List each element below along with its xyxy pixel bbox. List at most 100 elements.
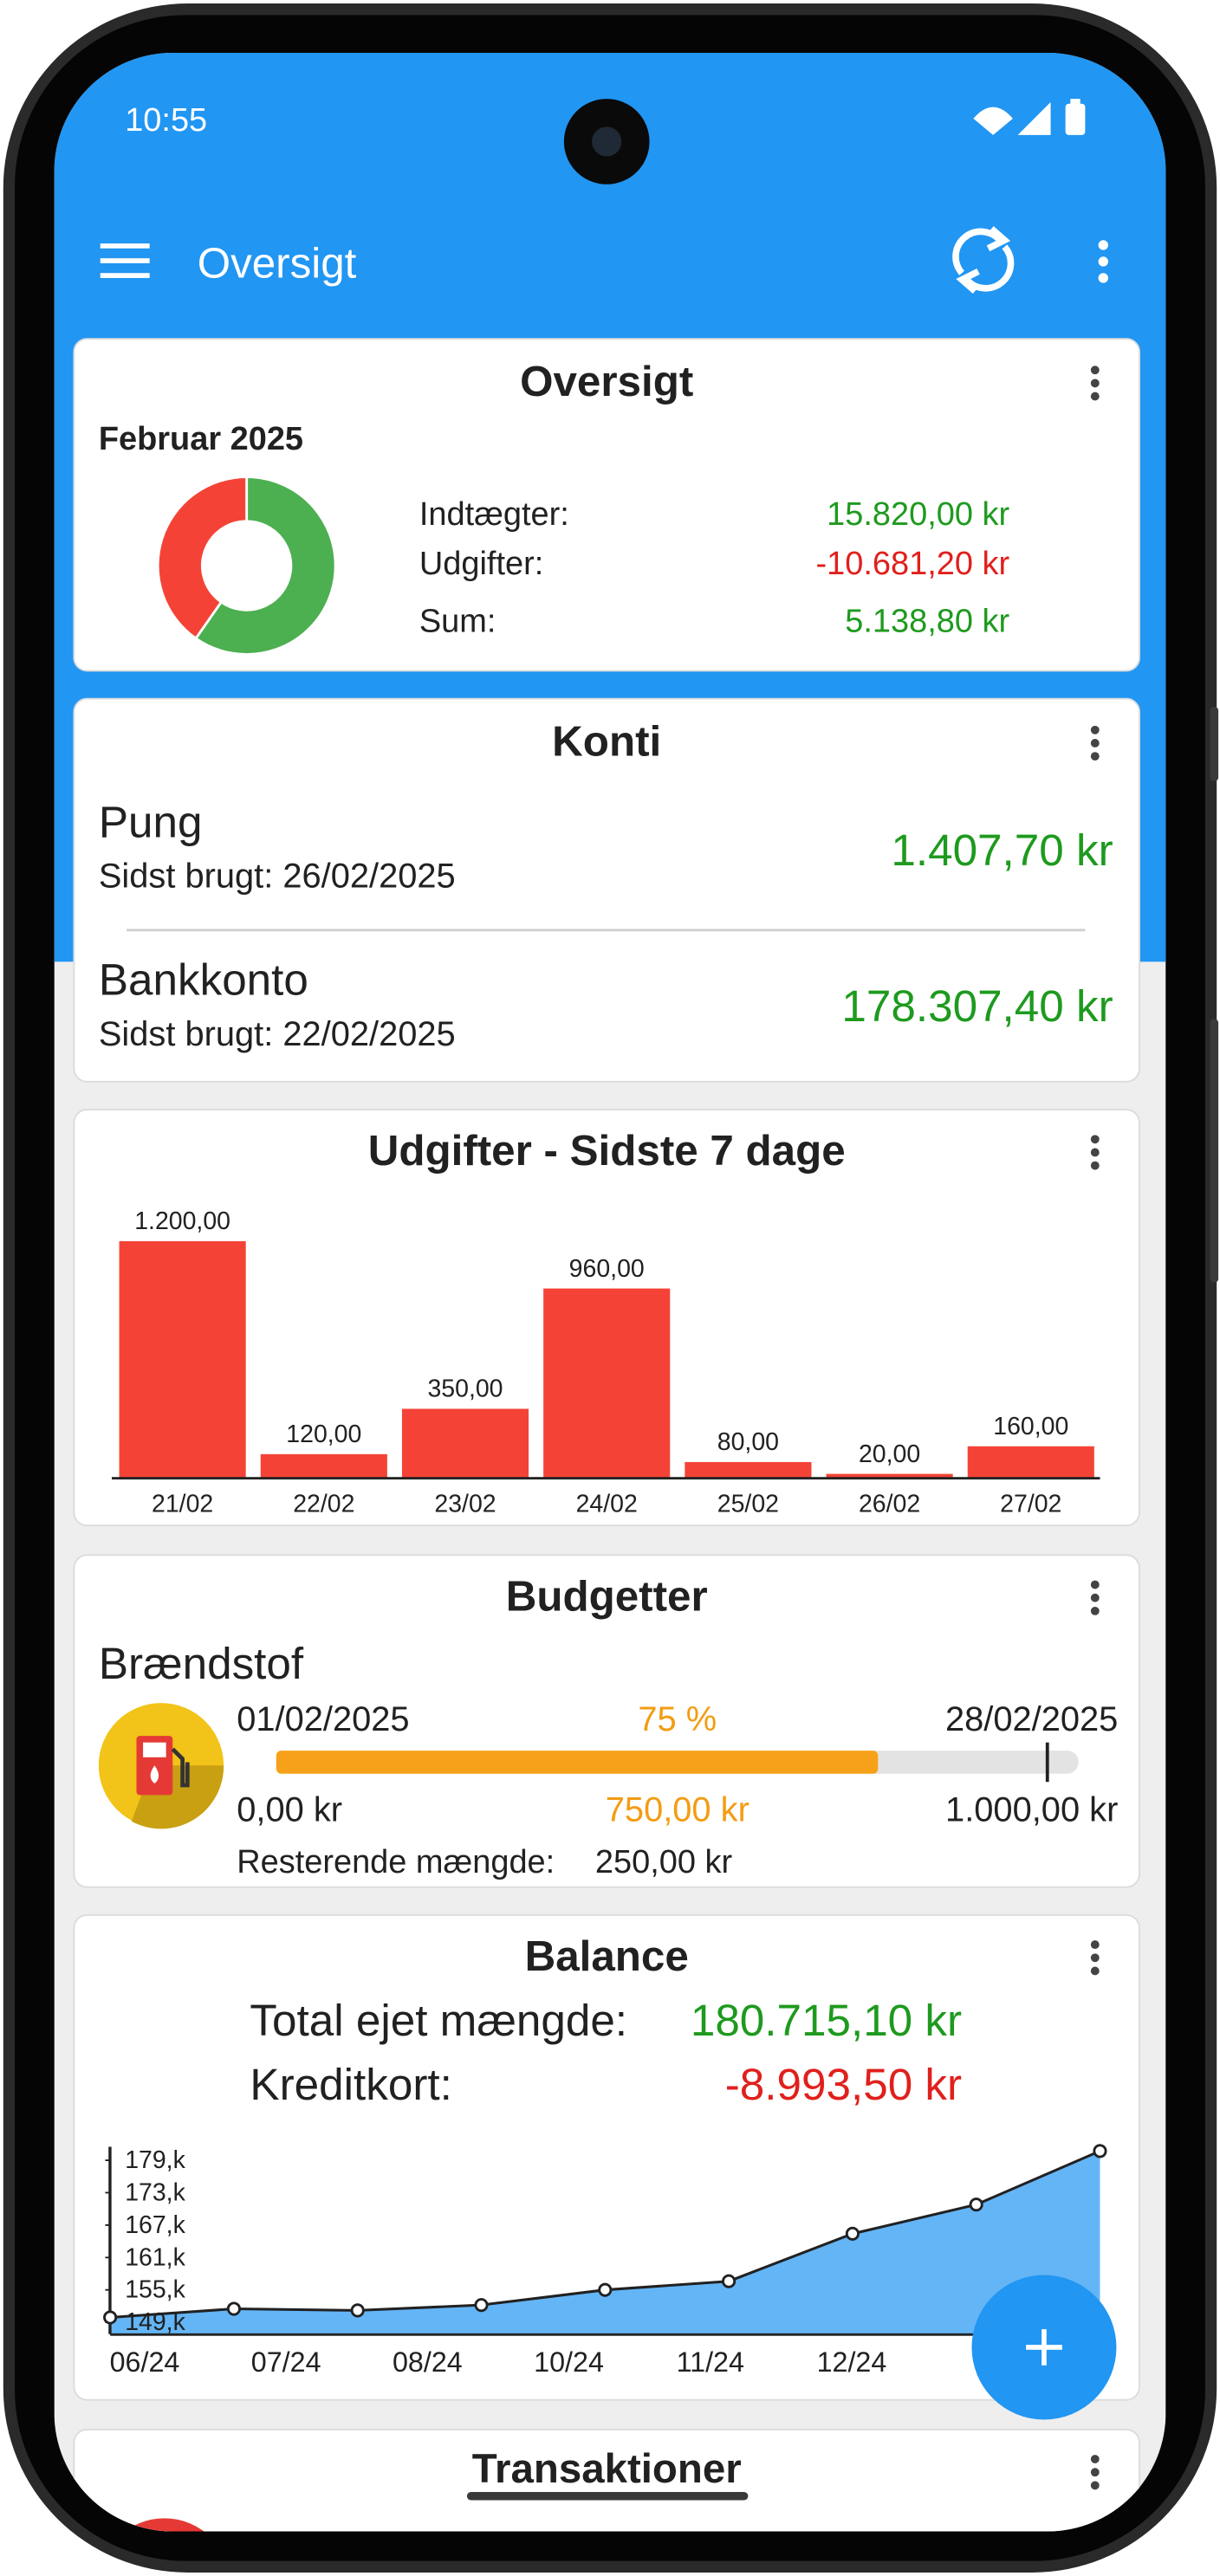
balance-point [226,2301,241,2316]
value-label: 160,00 [993,1413,1068,1440]
dot [1098,256,1108,267]
card-menu-button[interactable] [1090,2455,1100,2490]
x-tick-label: 11/24 [677,2346,744,2378]
sync-button[interactable] [952,226,1015,294]
x-tick-label: 25/02 [717,1491,779,1518]
row-value: -10.681,20 kr [816,546,1010,582]
account-balance: 178.307,40 kr [841,981,1113,1031]
menu-button[interactable] [100,243,150,278]
x-axis [110,2333,1100,2336]
x-tick-label: 12/24 [817,2346,887,2378]
app-title: Oversigt [198,239,357,287]
y-axis [108,2146,112,2334]
budget-spent: 750,00 kr [606,1790,750,1828]
x-tick-label: 21/02 [152,1491,213,1518]
account-name: Bankkonto [99,955,308,1005]
balance-point [103,2310,118,2325]
balance-area [110,2151,1100,2334]
add-button[interactable] [971,2275,1117,2420]
donut-chart [156,476,337,656]
row-label: Indtægter: [419,496,569,533]
card-title: Budgetter [506,1572,708,1620]
bar [967,1446,1094,1479]
card-title: Oversigt [520,358,693,405]
value-label: 1.200,00 [134,1207,230,1235]
sync-arc [964,244,1015,292]
balance-point [845,2226,860,2241]
bar [119,1240,246,1479]
budget-card [73,1554,1140,1888]
y-tick-label: 173,k [125,2178,185,2206]
account-last-used: Sidst brugt: 26/02/2025 [99,858,456,896]
balance-point [722,2274,737,2288]
camera-lens [592,126,622,157]
account-name: Pung [99,798,203,847]
side-button [1210,1019,1219,1283]
x-tick-label: 26/02 [859,1491,920,1518]
balance-point [969,2197,983,2212]
value-label: 80,00 [717,1428,779,1456]
progress [276,1751,879,1774]
card-menu-button[interactable] [1090,366,1100,401]
row-label: Udgifter: [419,546,543,582]
x-axis [112,1477,1100,1480]
budget-min: 0,00 kr [237,1790,342,1828]
row-label: Sum: [419,604,496,640]
fuel-icon [98,1703,224,1829]
value-label: 350,00 [427,1375,503,1403]
card-menu-button[interactable] [1090,1580,1100,1615]
x-tick-label: 27/02 [1000,1491,1061,1518]
value-label: 20,00 [859,1440,920,1468]
account-row[interactable]: Bankkonto Sidst brugt: 22/02/2025 178.30… [99,955,1113,1053]
status-time: 10:55 [125,102,207,139]
menu-line [100,273,150,278]
x-tick-label: 06/24 [110,2346,180,2378]
card-title: Udgifter - Sidste 7 dage [368,1127,846,1175]
sync-arrow [986,226,1011,252]
balance-point [474,2298,489,2313]
account-row[interactable]: Pung Sidst brugt: 26/02/2025 1.407,70 kr [99,798,1113,896]
wifi-icon [973,107,1013,135]
fab-plus [1042,2329,1047,2366]
x-tick-label: 10/24 [534,2346,604,2378]
value-label: 960,00 [569,1255,645,1283]
budget-end: 28/02/2025 [945,1700,1118,1738]
row-value: 15.820,00 kr [827,496,1009,533]
today-marker [1045,1742,1049,1783]
card-menu-button[interactable] [1090,1135,1100,1170]
card-title: Balance [525,1932,689,1980]
total-label: Total ejet mængde: [250,1996,627,2045]
side-button [1210,707,1219,781]
balance-point [598,2282,613,2297]
balance-point [1093,2144,1107,2159]
dot [1098,273,1108,283]
value-label: 120,00 [286,1421,361,1448]
overflow-button[interactable] [1098,240,1108,283]
account-last-used: Sidst brugt: 22/02/2025 [99,1015,456,1053]
y-tick-label: 149,k [125,2308,185,2336]
battery-icon [1065,103,1086,135]
total-value: 180.715,10 kr [691,1996,962,2045]
row-value: 5.138,80 kr [845,604,1009,640]
pump-drop [150,1765,159,1784]
balance-point [350,2303,365,2318]
divider [127,929,1086,932]
x-tick-label: 23/02 [434,1491,496,1518]
account-balance: 1.407,70 kr [891,825,1113,875]
overview-card [73,338,1140,672]
card-menu-button[interactable] [1090,725,1100,761]
accounts-card [73,697,1140,1083]
budget-limit: 1.000,00 kr [945,1790,1118,1828]
donut-slice [194,476,337,656]
bar [543,1288,671,1479]
battery-tip [1070,99,1080,106]
sync-arrow [956,268,980,294]
x-tick-label: 08/24 [393,2346,463,2378]
bar [826,1473,953,1479]
card-menus [1090,366,1100,2490]
credit-value: -8.993,50 kr [725,2060,962,2109]
remaining-label: Resterende mængde: [237,1844,555,1880]
screen: 10:55 Oversigt [54,52,1166,2532]
card-menu-button[interactable] [1090,1940,1100,1976]
